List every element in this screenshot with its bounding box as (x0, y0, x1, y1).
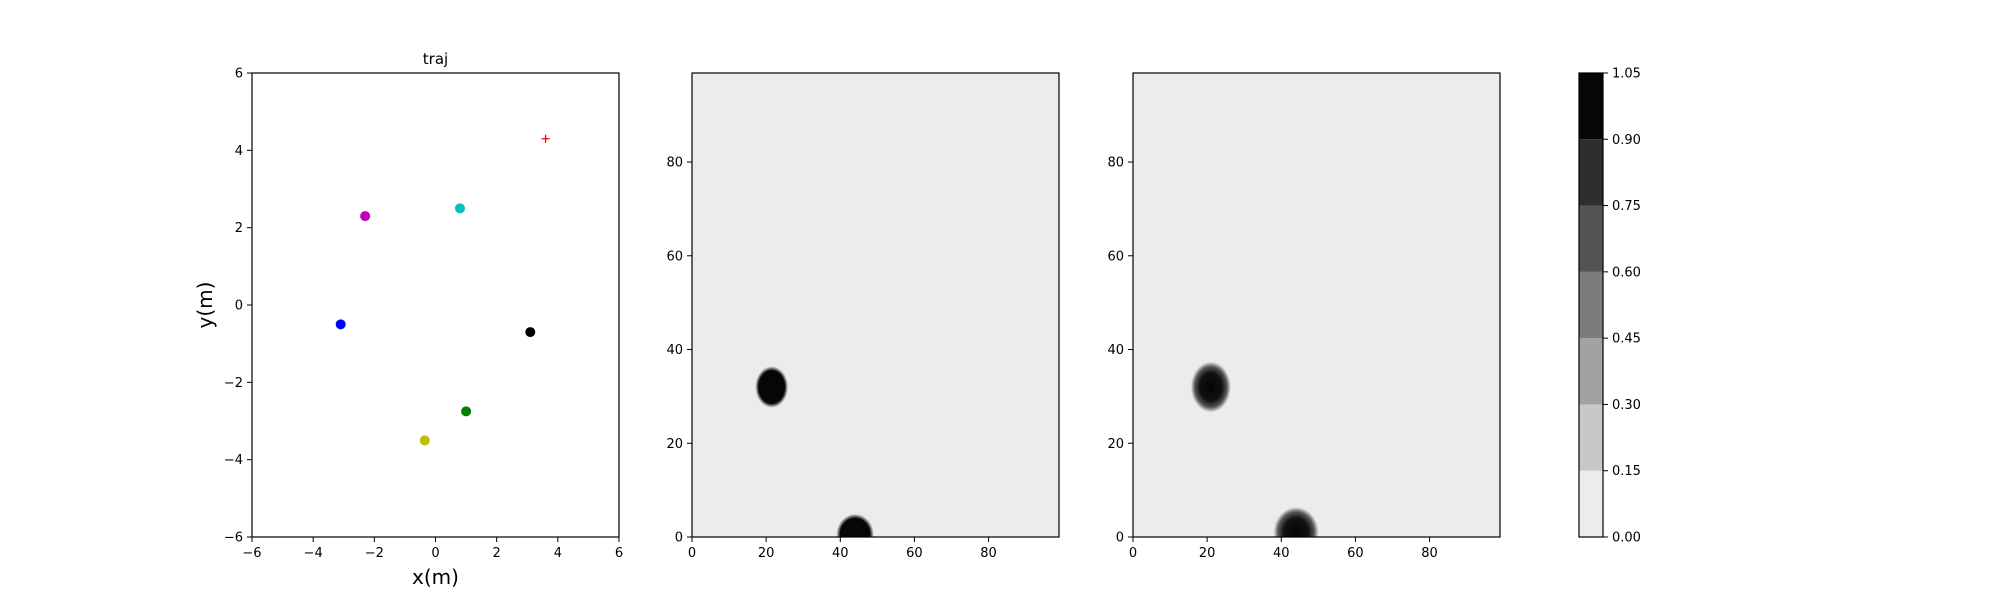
colorbar-tick-label: 0.75 (1612, 199, 1641, 214)
x-tick-label: 2 (493, 546, 501, 561)
heatmap-blobs (1190, 361, 1319, 537)
colorbar-frame (1578, 72, 1604, 538)
chart-title: traj (423, 50, 448, 68)
colorbar-tick-label: 0.45 (1612, 332, 1641, 347)
axes-panel-3: 0 20 40 60 80 0 20 40 60 80 (1107, 72, 1501, 561)
colorbar-band-5 (1579, 205, 1603, 272)
x-tick-label: −6 (242, 546, 261, 561)
y-tick-label: −6 (224, 531, 243, 546)
scatter-point-3 (335, 319, 346, 330)
plot-area (252, 73, 619, 537)
heatmap-blob-2 (836, 514, 874, 537)
y-tick-label: 6 (235, 67, 243, 82)
y-tick-label: −2 (224, 376, 243, 391)
colorbar-tick-label: 1.05 (1612, 67, 1641, 82)
x-tick-label: 0 (688, 546, 696, 561)
x-tick-label: 20 (1199, 546, 1216, 561)
scatter-point-1 (360, 211, 371, 222)
x-tick-label: 40 (1273, 546, 1290, 561)
x-tick-label: 80 (980, 546, 997, 561)
y-tick-label: 4 (235, 144, 243, 159)
scatter-point-2 (454, 203, 465, 214)
x-tick-label: −4 (304, 546, 323, 561)
y-tick-label: 60 (666, 249, 683, 264)
x-tick-label: 80 (1421, 546, 1438, 561)
colorbar-tick-label: 0.60 (1612, 265, 1641, 280)
axes-panel-1: −6 −4 −2 0 2 4 6 −6 −4 −2 0 2 4 6 traj x(m) y(m) (193, 50, 623, 589)
heatmap-background (692, 73, 1059, 537)
y-axis-label: y(m) (193, 282, 217, 329)
y-tick-label: 0 (235, 299, 243, 314)
colorbar-band-3 (1579, 338, 1603, 405)
blob-smooth (1190, 361, 1231, 413)
colorbar-band-7 (1579, 73, 1603, 140)
colorbar: 0.00 0.15 0.30 0.45 0.60 0.75 0.90 1.05 (1578, 67, 1641, 546)
x-tick-label: 60 (906, 546, 923, 561)
scatter-point-4 (525, 327, 536, 338)
x-tick-label: 20 (758, 546, 775, 561)
y-tick-label: 0 (1116, 531, 1124, 546)
heatmap-blob-2 (1273, 507, 1319, 537)
blob-core (840, 518, 870, 537)
colorbar-band-6 (1579, 139, 1603, 206)
x-tick-label: 0 (431, 546, 439, 561)
y-tick-label: 20 (1107, 437, 1124, 452)
heatmap-blobs (755, 366, 874, 537)
axes-frame (1132, 72, 1501, 538)
x-tick-label: 40 (832, 546, 849, 561)
blob-smooth (1273, 507, 1319, 537)
y-tick-label: 80 (1107, 156, 1124, 171)
y-tick-label: 0 (675, 531, 683, 546)
scatter-point-6 (419, 435, 430, 446)
x-tick-label: −2 (365, 546, 384, 561)
heatmap-background (1133, 73, 1500, 537)
colorbar-band-2 (1579, 404, 1603, 471)
colorbar-tick-label: 0.00 (1612, 531, 1641, 546)
heatmap-blob-1 (755, 366, 788, 408)
colorbar-tick-label: 0.90 (1612, 133, 1641, 148)
y-tick-label: 60 (1107, 249, 1124, 264)
x-axis-label: x(m) (412, 565, 459, 589)
x-tick-label: 6 (615, 546, 623, 561)
axes-frame (691, 72, 1060, 538)
y-tick-label: 40 (1107, 343, 1124, 358)
axes-panel-2: 0 20 40 60 80 0 20 40 60 80 (666, 72, 1060, 561)
y-tick-label: 2 (235, 221, 243, 236)
y-tick-label: 20 (666, 437, 683, 452)
colorbar-tick-label: 0.30 (1612, 398, 1641, 413)
scatter-point-5 (461, 406, 472, 417)
colorbar-band-1 (1579, 470, 1603, 537)
x-tick-label: 0 (1129, 546, 1137, 561)
y-tick-label: 80 (666, 156, 683, 171)
y-tick-label: 40 (666, 343, 683, 358)
x-tick-label: 60 (1347, 546, 1364, 561)
y-tick-label: −4 (224, 453, 243, 468)
blob-core (758, 370, 785, 404)
colorbar-band-4 (1579, 271, 1603, 339)
colorbar-tick-label: 0.15 (1612, 464, 1641, 479)
scatter-point-goal (541, 134, 550, 143)
x-tick-label: 4 (554, 546, 562, 561)
heatmap-blob-1 (1190, 361, 1231, 413)
